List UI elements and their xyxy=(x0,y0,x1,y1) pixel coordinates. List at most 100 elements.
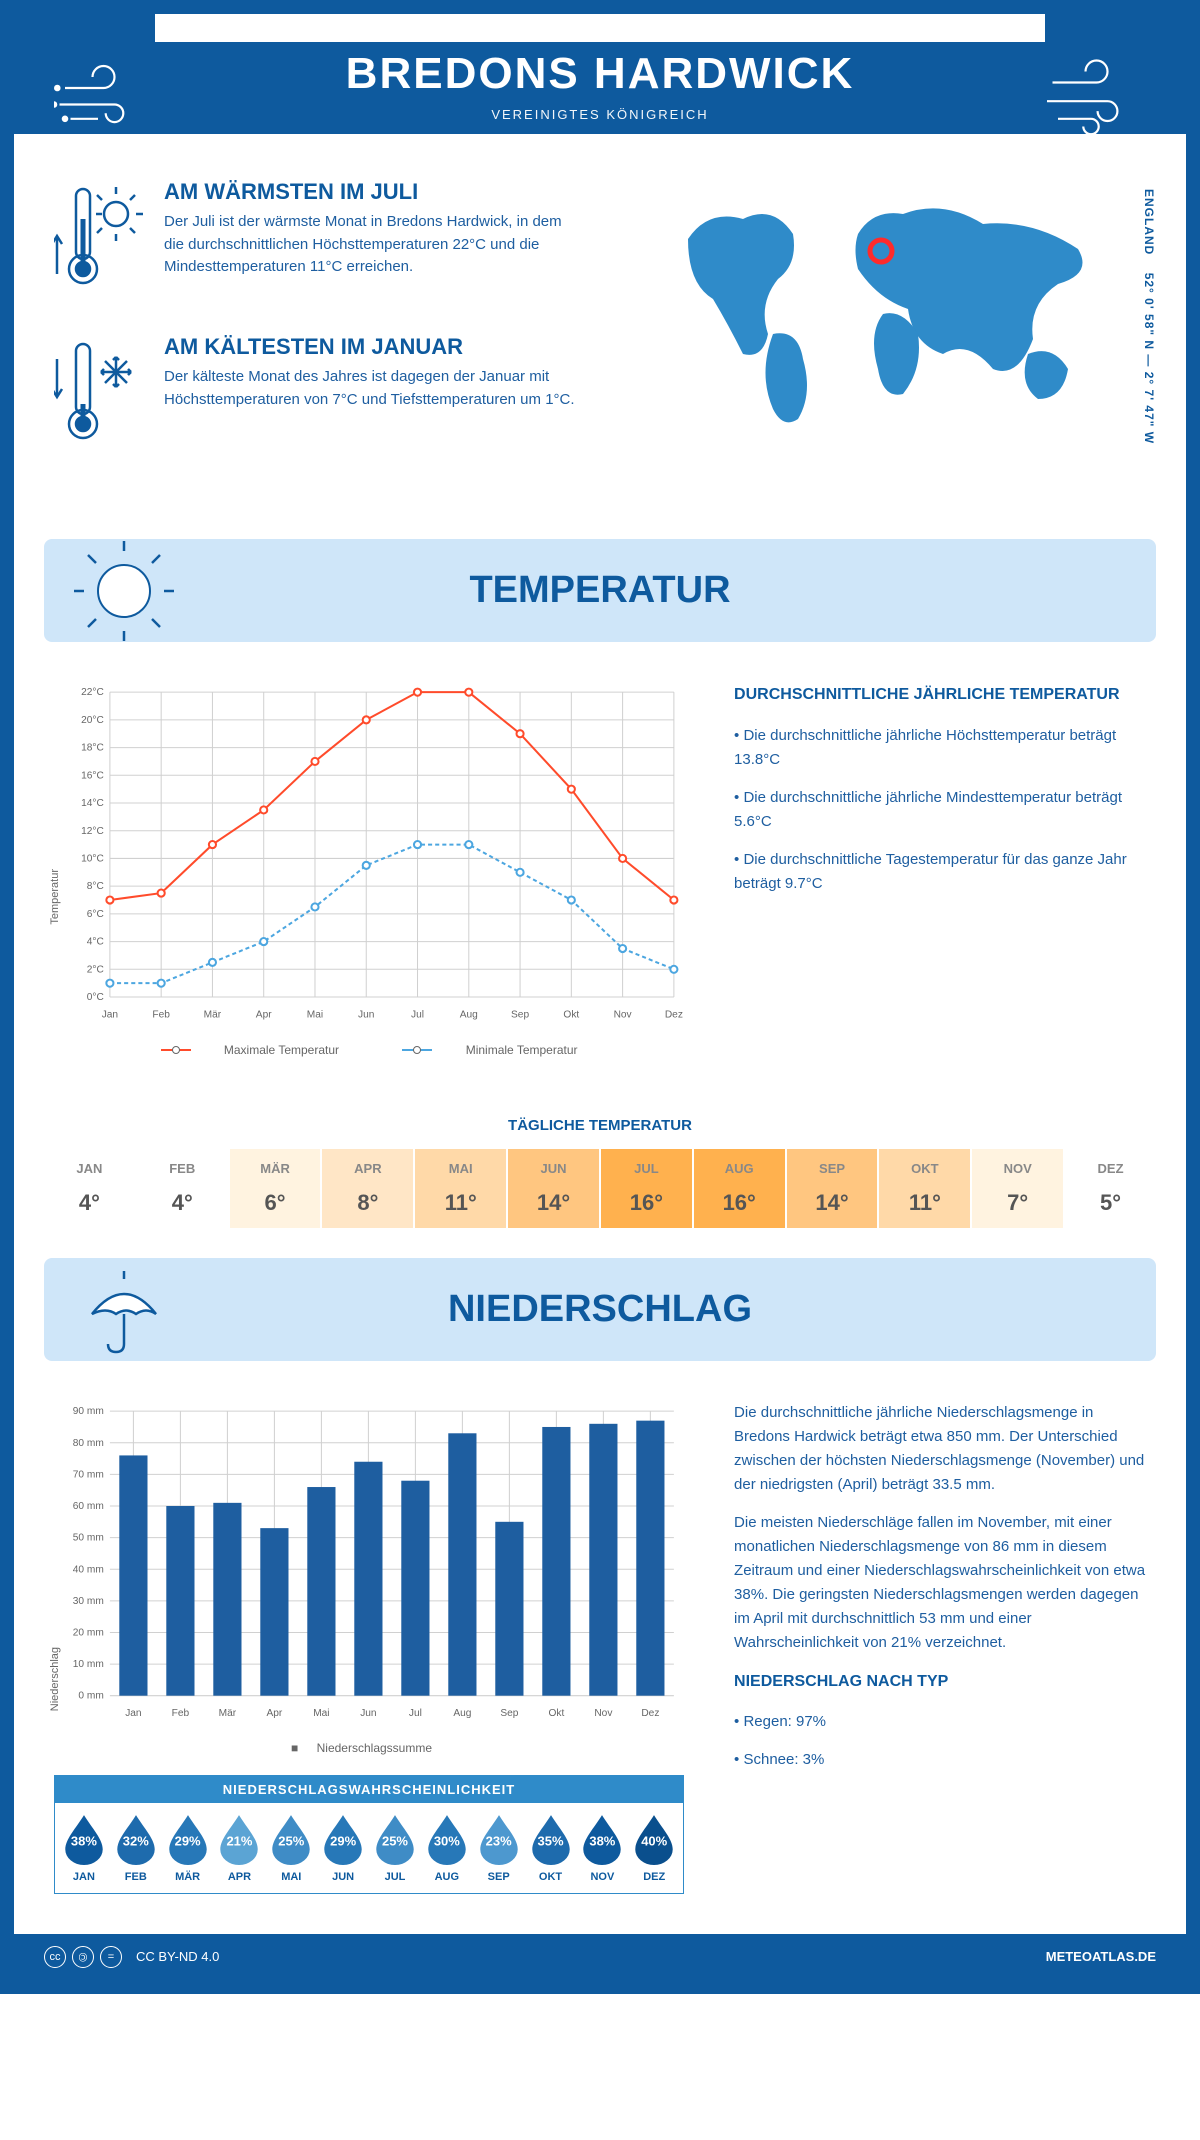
intro-section: AM WÄRMSTEN IM JULI Der Juli ist der wär… xyxy=(44,149,1156,519)
daily-temp-cell: APR8° xyxy=(322,1149,413,1228)
temp-ylabel: Temperatur xyxy=(49,869,61,925)
svg-text:Aug: Aug xyxy=(460,1009,478,1020)
precip-type-title: NIEDERSCHLAG NACH TYP xyxy=(734,1669,1146,1695)
cold-text: Der kälteste Monat des Jahres ist dagege… xyxy=(164,366,580,411)
precipitation-title: NIEDERSCHLAG xyxy=(44,1288,1156,1331)
svg-text:Jan: Jan xyxy=(102,1009,118,1020)
svg-text:80 mm: 80 mm xyxy=(73,1437,104,1448)
svg-text:Jul: Jul xyxy=(411,1009,424,1020)
sun-icon xyxy=(74,541,174,641)
probability-box: NIEDERSCHLAGSWAHRSCHEINLICHKEIT 38%JAN32… xyxy=(54,1775,684,1894)
precip-rain: • Regen: 97% xyxy=(734,1710,1146,1734)
svg-text:8°C: 8°C xyxy=(87,881,104,892)
svg-text:0°C: 0°C xyxy=(87,992,104,1003)
daily-temp-cell: FEB4° xyxy=(137,1149,228,1228)
probability-cell: 23%SEP xyxy=(474,1813,524,1883)
world-map-icon xyxy=(620,179,1146,439)
svg-text:Nov: Nov xyxy=(614,1009,633,1020)
site-name: METEOATLAS.DE xyxy=(1046,1949,1156,1964)
svg-text:Apr: Apr xyxy=(266,1708,282,1719)
svg-text:10°C: 10°C xyxy=(81,853,104,864)
svg-text:70 mm: 70 mm xyxy=(73,1469,104,1480)
svg-text:50 mm: 50 mm xyxy=(73,1532,104,1543)
probability-cell: 38%JAN xyxy=(59,1813,109,1883)
svg-text:Jan: Jan xyxy=(125,1708,141,1719)
probability-cell: 25%JUL xyxy=(370,1813,420,1883)
svg-text:Dez: Dez xyxy=(665,1009,683,1020)
precip-legend: ■ Niederschlagssumme xyxy=(54,1731,684,1755)
probability-cell: 29%MÄR xyxy=(163,1813,213,1883)
probability-cell: 30%AUG xyxy=(422,1813,472,1883)
temperature-row: Temperatur 0°C 2°C 4°C 6°C 8°C 10°C 12°C 14°C 16… xyxy=(44,662,1156,1087)
probability-cell: 32%FEB xyxy=(111,1813,161,1883)
svg-text:Apr: Apr xyxy=(256,1009,272,1020)
warm-text: Der Juli ist der wärmste Monat in Bredon… xyxy=(164,211,580,279)
warm-title: AM WÄRMSTEN IM JULI xyxy=(164,179,580,205)
precip-text-1: Die durchschnittliche jährliche Niedersc… xyxy=(734,1401,1146,1497)
wind-icon-right xyxy=(1036,54,1146,144)
daily-temp-cell: MAI11° xyxy=(415,1149,506,1228)
precip-text-2: Die meisten Niederschläge fallen im Nove… xyxy=(734,1511,1146,1655)
probability-title: NIEDERSCHLAGSWAHRSCHEINLICHKEIT xyxy=(55,1776,683,1803)
daily-temp-title: TÄGLICHE TEMPERATUR xyxy=(44,1117,1156,1134)
thermometer-sun-icon xyxy=(54,179,144,299)
svg-text:14°C: 14°C xyxy=(81,798,104,809)
cold-title: AM KÄLTESTEN IM JANUAR xyxy=(164,334,580,360)
wind-icon-left xyxy=(54,54,164,144)
svg-text:2°C: 2°C xyxy=(87,964,104,975)
map-panel: ENGLAND 52° 0' 58" N — 2° 7' 47" W xyxy=(620,179,1146,489)
svg-text:Mär: Mär xyxy=(219,1708,237,1719)
svg-text:40 mm: 40 mm xyxy=(73,1564,104,1575)
svg-text:0 mm: 0 mm xyxy=(78,1690,103,1701)
svg-text:20°C: 20°C xyxy=(81,715,104,726)
daily-temp-cell: MÄR6° xyxy=(230,1149,321,1228)
daily-temp-cell: AUG16° xyxy=(694,1149,785,1228)
probability-cell: 38%NOV xyxy=(577,1813,627,1883)
license-badge: cc 🄯 = CC BY-ND 4.0 xyxy=(44,1946,219,1968)
daily-temp-cell: JUN14° xyxy=(508,1149,599,1228)
svg-text:Jun: Jun xyxy=(358,1009,374,1020)
precip-ylabel: Niederschlag xyxy=(49,1647,61,1711)
avg-bullet-2: • Die durchschnittliche jährliche Mindes… xyxy=(734,786,1146,834)
cold-fact: AM KÄLTESTEN IM JANUAR Der kälteste Mona… xyxy=(54,334,580,459)
svg-text:Okt: Okt xyxy=(548,1708,564,1719)
precip-snow: • Schnee: 3% xyxy=(734,1748,1146,1772)
svg-text:12°C: 12°C xyxy=(81,826,104,837)
svg-text:30 mm: 30 mm xyxy=(73,1595,104,1606)
svg-text:22°C: 22°C xyxy=(81,687,104,698)
svg-text:Aug: Aug xyxy=(453,1708,471,1719)
probability-cell: 40%DEZ xyxy=(629,1813,679,1883)
svg-text:Dez: Dez xyxy=(641,1708,659,1719)
svg-text:6°C: 6°C xyxy=(87,909,104,920)
precipitation-row: Niederschlag 0 mm10 mm20 mm30 mm40 mm50 … xyxy=(44,1381,1156,1924)
svg-text:16°C: 16°C xyxy=(81,770,104,781)
probability-cell: 29%JUN xyxy=(318,1813,368,1883)
daily-temp-cell: JUL16° xyxy=(601,1149,692,1228)
temperature-banner: TEMPERATUR xyxy=(44,539,1156,642)
probability-cell: 35%OKT xyxy=(526,1813,576,1883)
daily-temp-cell: SEP14° xyxy=(787,1149,878,1228)
avg-bullet-1: • Die durchschnittliche jährliche Höchst… xyxy=(734,724,1146,772)
footer: cc 🄯 = CC BY-ND 4.0 METEOATLAS.DE xyxy=(14,1934,1186,1980)
daily-temp-cell: JAN4° xyxy=(44,1149,135,1228)
svg-text:Feb: Feb xyxy=(152,1009,170,1020)
daily-temp-grid: JAN4°FEB4°MÄR6°APR8°MAI11°JUN14°JUL16°AU… xyxy=(44,1149,1156,1228)
svg-text:Jun: Jun xyxy=(360,1708,376,1719)
probability-cell: 21%APR xyxy=(215,1813,265,1883)
avg-bullet-3: • Die durchschnittliche Tagestemperatur … xyxy=(734,848,1146,896)
thermometer-snow-icon xyxy=(54,334,144,454)
svg-text:Sep: Sep xyxy=(511,1009,529,1020)
temperature-title: TEMPERATUR xyxy=(44,569,1156,612)
svg-text:Mär: Mär xyxy=(204,1009,222,1020)
svg-text:4°C: 4°C xyxy=(87,937,104,948)
daily-temp-cell: OKT11° xyxy=(879,1149,970,1228)
daily-temp-cell: NOV7° xyxy=(972,1149,1063,1228)
avg-temp-title: DURCHSCHNITTLICHE JÄHRLICHE TEMPERATUR xyxy=(734,682,1146,708)
svg-text:18°C: 18°C xyxy=(81,743,104,754)
svg-text:Okt: Okt xyxy=(563,1009,579,1020)
precipitation-bar-chart: 0 mm10 mm20 mm30 mm40 mm50 mm60 mm70 mm8… xyxy=(54,1401,684,1726)
svg-text:Feb: Feb xyxy=(172,1708,190,1719)
svg-text:Nov: Nov xyxy=(594,1708,613,1719)
warm-fact: AM WÄRMSTEN IM JULI Der Juli ist der wär… xyxy=(54,179,580,304)
infographic-container: BREDONS HARDWICK VEREINIGTES KÖNIGREICH xyxy=(0,0,1200,1994)
